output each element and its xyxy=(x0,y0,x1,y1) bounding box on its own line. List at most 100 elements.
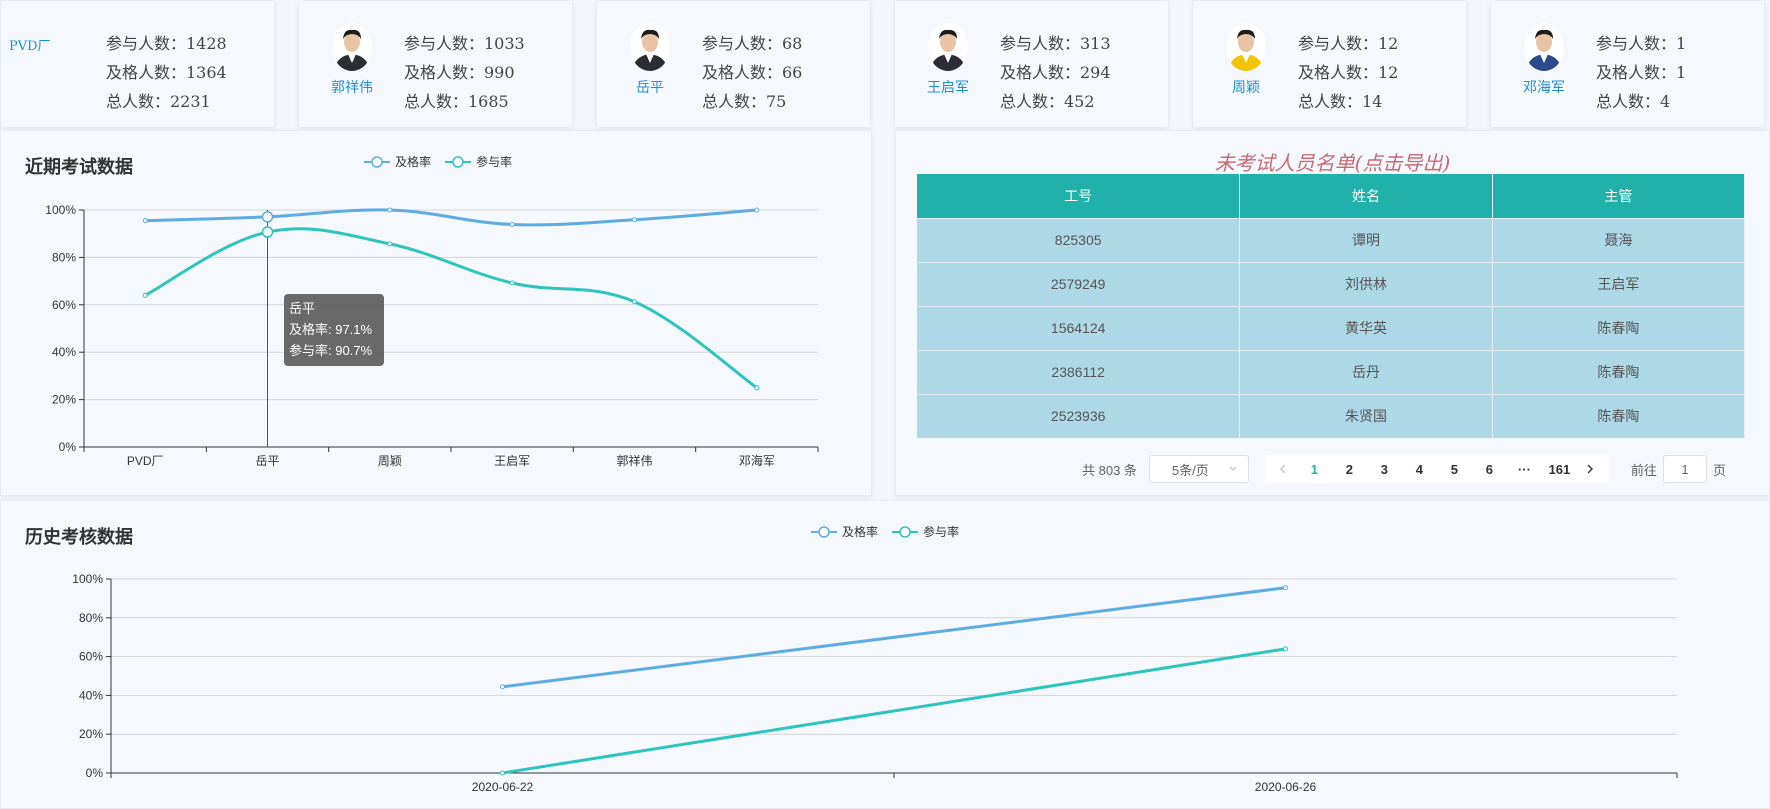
cell-name: 刘供林 xyxy=(1239,261,1493,306)
passed-count: 及格人数：294 xyxy=(1000,63,1111,82)
summary-card[interactable]: PVD厂 参与人数：1428 及格人数：1364 总人数：2231 xyxy=(0,0,275,128)
pagination: 共 803 条 5条/页 1 2 3 4 5 6 ··· 161 前往 页 xyxy=(1082,455,1726,483)
summary-card[interactable]: 周颖 参与人数：12 及格人数：12 总人数：14 xyxy=(1192,0,1467,128)
participants-count: 参与人数：1428 xyxy=(106,34,227,53)
avatar xyxy=(1226,23,1266,71)
cell-manager: 陈春陶 xyxy=(1492,305,1746,350)
table-row[interactable]: 2579249 刘供林 王启军 xyxy=(917,261,1746,306)
card-stats: 参与人数：12 及格人数：12 总人数：14 xyxy=(1298,29,1398,116)
table-header-row: 工号 姓名 主管 xyxy=(917,174,1746,218)
avatar xyxy=(332,23,372,71)
card-owner: 郭祥伟 xyxy=(307,1,397,97)
avatar-image xyxy=(928,23,968,71)
more-pages-icon[interactable]: ··· xyxy=(1517,461,1531,477)
summary-card[interactable]: 王启军 参与人数：313 及格人数：294 总人数：452 xyxy=(894,0,1169,128)
y-tick-label: 60% xyxy=(79,650,103,664)
cell-manager: 王启军 xyxy=(1492,261,1746,306)
series-line xyxy=(145,208,757,227)
recent-exam-title: 近期考试数据 xyxy=(25,157,133,177)
cell-manager: 陈春陶 xyxy=(1492,393,1746,438)
page-number[interactable]: 161 xyxy=(1548,461,1571,477)
page-number[interactable]: 1 xyxy=(1310,461,1319,477)
x-tick-label: 周颖 xyxy=(378,454,402,468)
goto-suffix: 页 xyxy=(1712,462,1726,478)
data-point xyxy=(754,385,760,391)
col-header-manager[interactable]: 主管 xyxy=(1492,174,1746,218)
page-number[interactable]: 3 xyxy=(1380,461,1389,477)
data-point xyxy=(1283,646,1288,652)
y-tick-label: 60% xyxy=(52,298,76,312)
card-stats: 参与人数：1 及格人数：1 总人数：4 xyxy=(1596,29,1686,116)
y-tick-label: 80% xyxy=(79,611,103,625)
page-number[interactable]: 5 xyxy=(1450,461,1459,477)
card-owner: 岳平 xyxy=(605,1,695,97)
card-name[interactable]: 邓海军 xyxy=(1523,79,1565,95)
chevron-left-icon xyxy=(1279,464,1286,473)
data-point xyxy=(632,299,637,305)
total-count: 总人数：75 xyxy=(702,92,787,111)
page-number[interactable]: 4 xyxy=(1415,461,1424,477)
legend-pass[interactable]: 及格率 xyxy=(364,153,431,170)
prev-page-button[interactable] xyxy=(1271,462,1297,477)
total-count: 总人数：452 xyxy=(1000,92,1095,111)
goto-page-input[interactable] xyxy=(1662,455,1707,483)
data-point xyxy=(261,226,274,238)
data-point xyxy=(632,217,637,223)
data-point xyxy=(754,207,760,213)
col-header-id[interactable]: 工号 xyxy=(917,174,1241,218)
page-number[interactable]: 6 xyxy=(1485,461,1494,477)
summary-card[interactable]: 岳平 参与人数：68 及格人数：66 总人数：75 xyxy=(596,0,871,128)
y-tick-label: 100% xyxy=(45,203,76,217)
page-number[interactable]: 2 xyxy=(1345,461,1354,477)
goto-page: 前往 页 xyxy=(1631,455,1726,483)
legend-pass-label: 及格率 xyxy=(842,525,879,539)
x-tick-label: 邓海军 xyxy=(739,453,775,468)
avatar-image xyxy=(332,23,372,71)
legend-pass[interactable]: 及格率 xyxy=(811,523,878,540)
summary-card[interactable]: 郭祥伟 参与人数：1033 及格人数：990 总人数：1685 xyxy=(298,0,573,128)
chevron-right-icon xyxy=(1587,464,1593,473)
legend-line-icon xyxy=(811,525,837,538)
cell-employee-id: 825305 xyxy=(917,217,1241,262)
data-point xyxy=(387,207,393,213)
next-page-button[interactable] xyxy=(1577,462,1603,477)
legend-attend[interactable]: 参与率 xyxy=(445,153,512,170)
card-stats: 参与人数：313 及格人数：294 总人数：452 xyxy=(1000,29,1111,116)
recent-exam-chart[interactable]: 0%20%40%60%80%100%PVD厂 岳平 周颖 王启军 郭祥伟 邓海军 xyxy=(0,130,872,496)
page-size-select[interactable]: 5条/页 xyxy=(1148,455,1249,483)
data-point xyxy=(142,292,148,298)
card-stats: 参与人数：1033 及格人数：990 总人数：1685 xyxy=(404,29,525,116)
cell-employee-id: 2579249 xyxy=(917,261,1241,306)
data-point xyxy=(500,770,505,776)
page-size-value: 5条/页 xyxy=(1171,462,1209,478)
table-row[interactable]: 1564124 黄华英 陈春陶 xyxy=(917,305,1746,350)
summary-card[interactable]: 邓海军 参与人数：1 及格人数：1 总人数：4 xyxy=(1490,0,1765,128)
total-count: 总人数：2231 xyxy=(106,92,211,111)
data-point xyxy=(509,221,515,227)
data-point xyxy=(142,218,148,224)
card-name[interactable]: 王启军 xyxy=(927,79,969,95)
participants-count: 参与人数：12 xyxy=(1298,34,1399,53)
cell-employee-id: 2523936 xyxy=(917,393,1241,438)
recent-legend[interactable]: 及格率 参与率 xyxy=(364,153,512,170)
card-name[interactable]: 郭祥伟 xyxy=(331,79,373,95)
card-name[interactable]: 周颖 xyxy=(1232,79,1260,95)
data-point xyxy=(509,280,515,286)
cell-name: 岳丹 xyxy=(1239,349,1493,394)
legend-attend-label: 参与率 xyxy=(923,525,960,539)
x-tick-label: PVD厂 xyxy=(127,454,164,468)
table-row[interactable]: 2523936 朱贤国 陈春陶 xyxy=(917,393,1746,438)
avatar-image xyxy=(1524,23,1564,71)
cell-name: 朱贤国 xyxy=(1239,393,1493,438)
table-row[interactable]: 2386112 岳丹 陈春陶 xyxy=(917,349,1746,394)
legend-attend[interactable]: 参与率 xyxy=(892,523,959,540)
passed-count: 及格人数：1364 xyxy=(106,63,227,82)
history-chart[interactable]: 0% 20% 40% 60% 80% 100% 2020-06-22 2020-06-26 xyxy=(0,500,1770,809)
export-absent-link[interactable]: 未考试人员名单(点击导出) xyxy=(1214,151,1451,175)
card-name[interactable]: PVD厂 xyxy=(9,39,51,54)
table-row[interactable]: 825305 谭明 聂海 xyxy=(917,217,1746,262)
col-header-name[interactable]: 姓名 xyxy=(1239,174,1493,218)
card-name[interactable]: 岳平 xyxy=(636,79,664,95)
history-legend[interactable]: 及格率 参与率 xyxy=(811,523,959,540)
participants-count: 参与人数：1 xyxy=(1596,34,1687,53)
